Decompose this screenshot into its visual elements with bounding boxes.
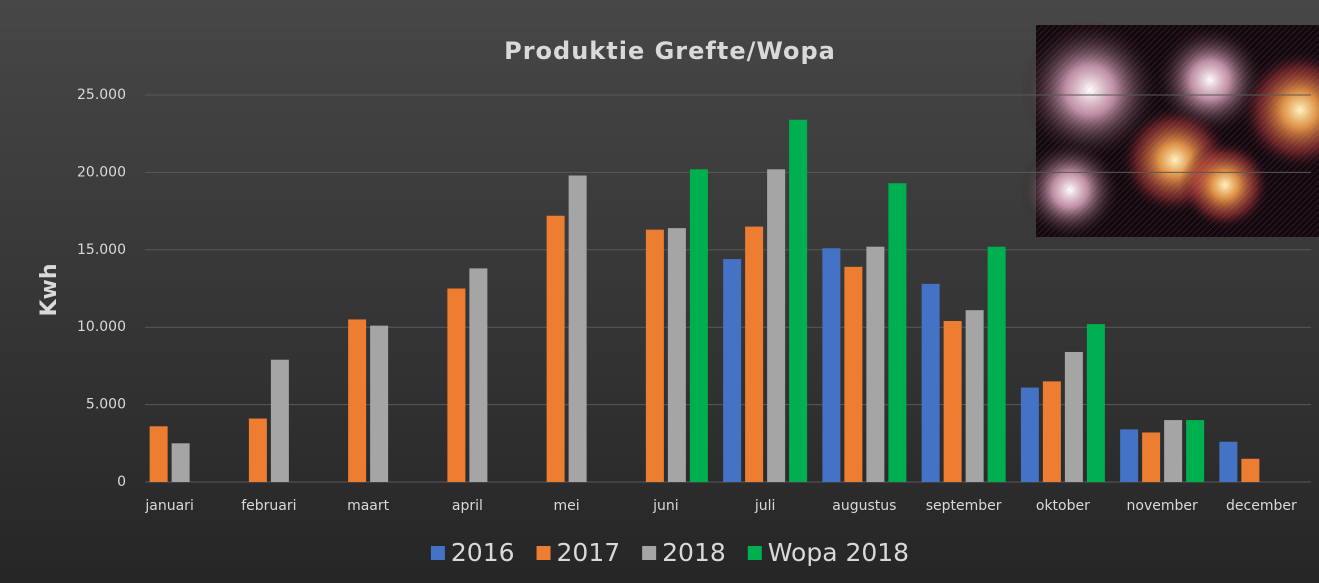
bar (723, 259, 741, 482)
bar (822, 248, 840, 482)
x-tick-label: maart (347, 498, 390, 514)
bar (767, 169, 785, 482)
legend-label: Wopa 2018 (768, 538, 909, 567)
x-tick-label: november (1127, 498, 1198, 514)
y-tick-label: 20.000 (77, 164, 126, 180)
bar (1043, 381, 1061, 482)
bar (888, 183, 906, 482)
x-tick-label: oktober (1036, 498, 1090, 514)
bar (348, 319, 366, 482)
x-tick-label: april (452, 498, 483, 514)
bar (1120, 429, 1138, 482)
legend-swatch (431, 546, 445, 560)
x-tick-label: mei (554, 498, 580, 514)
y-tick-label: 10.000 (77, 319, 126, 335)
legend-swatch (642, 546, 656, 560)
x-tick-label: januari (144, 498, 193, 514)
bar (1065, 352, 1083, 482)
bar (966, 310, 984, 482)
bar (690, 169, 708, 482)
bar (1241, 459, 1259, 482)
legend-label: 2017 (557, 538, 621, 567)
legend-label: 2016 (451, 538, 515, 567)
y-tick-label: 5.000 (86, 397, 126, 413)
bar (866, 247, 884, 482)
bar (745, 227, 763, 482)
bar (469, 268, 487, 482)
bar (789, 120, 807, 482)
bar (922, 284, 940, 482)
bar (1021, 388, 1039, 482)
legend-label: 2018 (662, 538, 726, 567)
bar (150, 426, 168, 482)
bar (447, 289, 465, 483)
bar (1087, 324, 1105, 482)
bar (1186, 420, 1204, 482)
page: Produktie Grefte/Wopa Kwh 0 5.000 10.000 15… (0, 0, 1319, 583)
y-tick-label: 15.000 (77, 242, 126, 258)
x-tick-label: februari (241, 498, 296, 514)
fireworks-photo (1020, 20, 1319, 240)
bar (547, 216, 565, 482)
x-tick-label: augustus (832, 498, 896, 514)
x-tick-label: december (1226, 498, 1297, 514)
x-tick-label: september (926, 498, 1002, 514)
bar (988, 247, 1006, 482)
bar (646, 230, 664, 482)
chart-title: Produktie Grefte/Wopa (504, 37, 836, 65)
legend-swatch (537, 546, 551, 560)
x-tick-label: juli (754, 498, 776, 514)
bar (172, 443, 190, 482)
bar (370, 326, 388, 482)
bar (271, 360, 289, 482)
legend-swatch (748, 546, 762, 560)
y-tick-label: 0 (117, 474, 126, 490)
bar (1142, 432, 1160, 482)
bar (944, 321, 962, 482)
bar (569, 175, 587, 482)
bar (844, 267, 862, 482)
bar (1164, 420, 1182, 482)
bar (668, 228, 686, 482)
x-tick-label: juni (652, 498, 679, 514)
y-tick-label: 25.000 (77, 87, 126, 103)
chart: Produktie Grefte/Wopa Kwh 0 5.000 10.000 15… (0, 0, 1319, 583)
bar (1219, 442, 1237, 482)
y-axis-label: Kwh (37, 263, 62, 316)
bar (249, 419, 267, 482)
